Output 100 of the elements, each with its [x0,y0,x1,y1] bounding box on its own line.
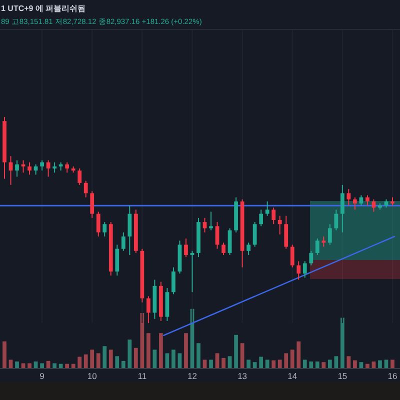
bar [309,361,314,368]
bar [372,361,376,368]
bar [246,360,250,368]
candlestick [309,250,314,266]
bar [222,358,226,368]
bar [140,313,144,368]
candlestick [96,211,100,237]
bar [284,353,288,368]
bar [384,360,388,368]
bar [353,360,357,368]
bar [102,346,107,368]
x-tick-label: 10 [87,371,98,381]
candlestick [222,242,226,256]
candlestick [246,242,250,256]
bar [84,354,88,368]
bar [228,356,232,368]
candlestick [322,236,326,248]
bar [2,341,6,368]
candlestick [146,296,150,324]
candlestick [184,238,188,258]
bar [302,360,307,368]
bar [8,360,13,368]
x-tick-label: 15 [338,371,348,381]
x-tick-label: 11 [138,371,147,381]
candlestick [65,162,70,174]
candlestick [84,180,88,198]
candlestick [52,162,57,174]
candlestick [28,162,32,176]
bar [78,356,82,368]
bar [259,356,264,368]
candlestick [121,232,126,252]
bar [108,350,113,368]
bar [340,318,344,368]
bar [96,353,100,368]
candlestick [128,205,132,256]
bar [184,333,188,368]
candlestick [302,260,307,278]
bar [159,333,163,368]
candlestick [78,168,82,186]
bar [378,360,382,368]
bar [315,361,320,368]
bar [134,348,138,368]
candlestick [366,194,370,206]
candlestick [90,190,94,218]
bar [215,353,220,368]
bar [202,360,207,368]
bar [115,356,120,368]
candlestick [46,160,50,178]
bar [40,363,44,368]
candlestick [40,160,44,172]
candlestick [353,196,357,210]
x-tick-label: 13 [238,371,248,381]
bar [240,343,244,368]
x-tick-label: 9 [40,371,45,381]
bar [196,343,200,368]
bar [52,363,57,368]
bar [278,360,282,368]
bar [296,341,301,368]
candlestick [15,160,19,178]
candlestick [315,238,320,256]
candlestick [115,244,120,276]
bar [65,364,70,368]
candlestick [265,200,270,216]
bar [146,333,150,368]
bar [178,353,182,368]
text: 1 UTC+9 에 퍼블리쉬됨 [1,4,86,13]
bar [121,360,126,368]
candlestick [252,222,257,248]
bar [390,360,394,368]
candlestick [259,209,264,227]
candlestick [278,215,282,235]
candlestick [340,184,344,233]
bar [128,340,132,368]
candlestick [290,244,294,268]
bar [172,350,176,368]
bar [346,356,351,368]
bar [71,364,76,368]
candlestick [346,188,351,206]
candlestick [284,215,288,250]
bar [90,350,94,368]
candlestick [172,266,176,295]
bar [152,350,157,368]
candlestick [296,260,301,280]
bar [322,362,326,368]
x-tick-label: 12 [188,371,198,381]
bar [272,360,276,368]
bar [265,360,270,368]
x-tick-label: 16 [388,371,398,381]
bar [328,360,332,368]
candlestick [334,209,338,231]
bar [290,350,294,368]
bar [209,360,213,368]
bar [252,362,257,368]
bar [359,362,364,368]
bar [366,364,370,368]
bar [165,353,170,368]
bar [58,364,63,368]
bar [34,361,38,368]
candlestick [328,224,332,246]
bar [15,361,19,368]
